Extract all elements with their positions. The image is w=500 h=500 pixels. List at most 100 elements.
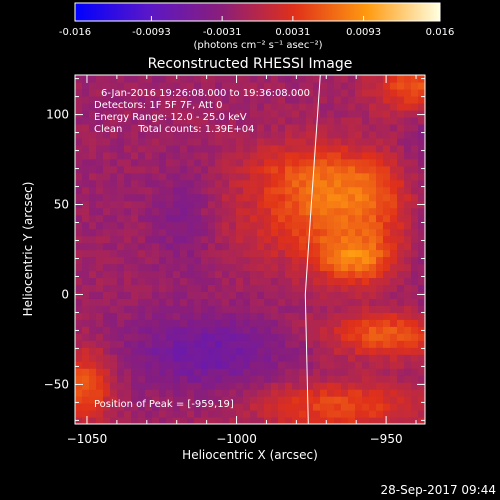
heatmap-cell bbox=[152, 256, 160, 265]
heatmap-cell bbox=[376, 256, 384, 265]
heatmap-cell bbox=[348, 81, 356, 90]
heatmap-cell bbox=[411, 270, 419, 279]
heatmap-cell bbox=[236, 368, 244, 376]
heatmap-cell bbox=[89, 270, 97, 279]
heatmap-cell bbox=[103, 256, 111, 265]
heatmap-cell bbox=[278, 319, 286, 327]
heatmap-cell bbox=[215, 144, 223, 153]
heatmap-cell bbox=[285, 284, 293, 292]
heatmap-cell bbox=[124, 221, 132, 230]
heatmap-cell bbox=[320, 382, 328, 390]
heatmap-cell bbox=[376, 389, 384, 397]
heatmap-cell bbox=[96, 88, 104, 97]
heatmap-cell bbox=[292, 249, 300, 258]
heatmap-cell bbox=[96, 277, 104, 285]
heatmap-cell bbox=[299, 221, 307, 230]
heatmap-cell bbox=[299, 130, 307, 139]
heatmap-cell bbox=[250, 382, 258, 390]
heatmap-cell bbox=[271, 284, 279, 292]
heatmap-cell bbox=[222, 326, 230, 334]
heatmap-cell bbox=[348, 312, 356, 320]
heatmap-cell bbox=[138, 361, 146, 369]
heatmap-cell bbox=[383, 165, 391, 174]
heatmap-cell bbox=[194, 228, 202, 237]
heatmap-cell bbox=[404, 382, 412, 390]
heatmap-cell bbox=[236, 361, 244, 369]
heatmap-cell bbox=[173, 165, 181, 174]
heatmap-cell bbox=[404, 354, 412, 362]
heatmap-cell bbox=[103, 95, 111, 104]
heatmap-cell bbox=[341, 207, 349, 216]
heatmap-cell bbox=[166, 291, 174, 299]
heatmap-cell bbox=[201, 235, 209, 244]
heatmap-cell bbox=[152, 403, 160, 411]
heatmap-cell bbox=[215, 214, 223, 223]
heatmap-cell bbox=[173, 102, 181, 111]
heatmap-cell bbox=[187, 228, 195, 237]
heatmap-cell bbox=[313, 256, 321, 265]
heatmap-cell bbox=[173, 389, 181, 397]
heatmap-cell bbox=[194, 235, 202, 244]
heatmap-cell bbox=[180, 186, 188, 195]
heatmap-cell bbox=[341, 417, 349, 424]
heatmap-cell bbox=[96, 354, 104, 362]
heatmap-cell bbox=[215, 179, 223, 188]
heatmap-cell bbox=[285, 221, 293, 230]
heatmap-cell bbox=[194, 137, 202, 146]
heatmap-cell bbox=[376, 144, 384, 153]
heatmap-cell bbox=[131, 228, 139, 237]
heatmap-cell bbox=[257, 116, 265, 125]
colorbar-tick-label: 0.0093 bbox=[346, 27, 381, 38]
heatmap-cell bbox=[404, 410, 412, 418]
heatmap-cell bbox=[75, 284, 83, 292]
heatmap-cell bbox=[341, 403, 349, 411]
heatmap-cell bbox=[236, 221, 244, 230]
heatmap-cell bbox=[299, 109, 307, 118]
heatmap-cell bbox=[369, 228, 377, 237]
heatmap-cell bbox=[327, 95, 335, 104]
heatmap-cell bbox=[418, 410, 425, 418]
heatmap-cell bbox=[222, 214, 230, 223]
heatmap-cell bbox=[299, 368, 307, 376]
heatmap-cell bbox=[103, 305, 111, 313]
heatmap-cell bbox=[117, 417, 125, 424]
heatmap-cell bbox=[117, 326, 125, 334]
heatmap-cell bbox=[82, 305, 90, 313]
heatmap-cell bbox=[152, 151, 160, 160]
heatmap-cell bbox=[75, 179, 83, 188]
heatmap-cell bbox=[201, 375, 209, 383]
heatmap-cell bbox=[222, 375, 230, 383]
heatmap-cell bbox=[229, 116, 237, 125]
heatmap-cell bbox=[82, 144, 90, 153]
heatmap-cell bbox=[383, 410, 391, 418]
heatmap-cell bbox=[208, 368, 216, 376]
heatmap-cell bbox=[131, 186, 139, 195]
heatmap-cell bbox=[82, 242, 90, 251]
heatmap-cell bbox=[152, 116, 160, 125]
heatmap-cell bbox=[187, 319, 195, 327]
heatmap-cell bbox=[278, 291, 286, 299]
heatmap-cell bbox=[327, 263, 335, 272]
heatmap-cell bbox=[390, 277, 398, 285]
heatmap-cell bbox=[397, 319, 405, 327]
heatmap-cell bbox=[271, 151, 279, 160]
heatmap-cell bbox=[82, 137, 90, 146]
heatmap-cell bbox=[292, 186, 300, 195]
heatmap-cell bbox=[236, 305, 244, 313]
heatmap-cell bbox=[229, 340, 237, 348]
heatmap-cell bbox=[250, 235, 258, 244]
heatmap-cell bbox=[124, 361, 132, 369]
heatmap-cell bbox=[348, 179, 356, 188]
heatmap-cell bbox=[173, 88, 181, 97]
heatmap-cell bbox=[194, 207, 202, 216]
heatmap-cell bbox=[215, 81, 223, 90]
heatmap-cell bbox=[96, 186, 104, 195]
heatmap-cell bbox=[159, 326, 167, 334]
heatmap-cell bbox=[334, 186, 342, 195]
heatmap-cell bbox=[96, 193, 104, 202]
heatmap-cell bbox=[362, 375, 370, 383]
heatmap-cell bbox=[208, 235, 216, 244]
heatmap-cell bbox=[390, 200, 398, 209]
heatmap-cell bbox=[180, 291, 188, 299]
heatmap-cell bbox=[131, 326, 139, 334]
